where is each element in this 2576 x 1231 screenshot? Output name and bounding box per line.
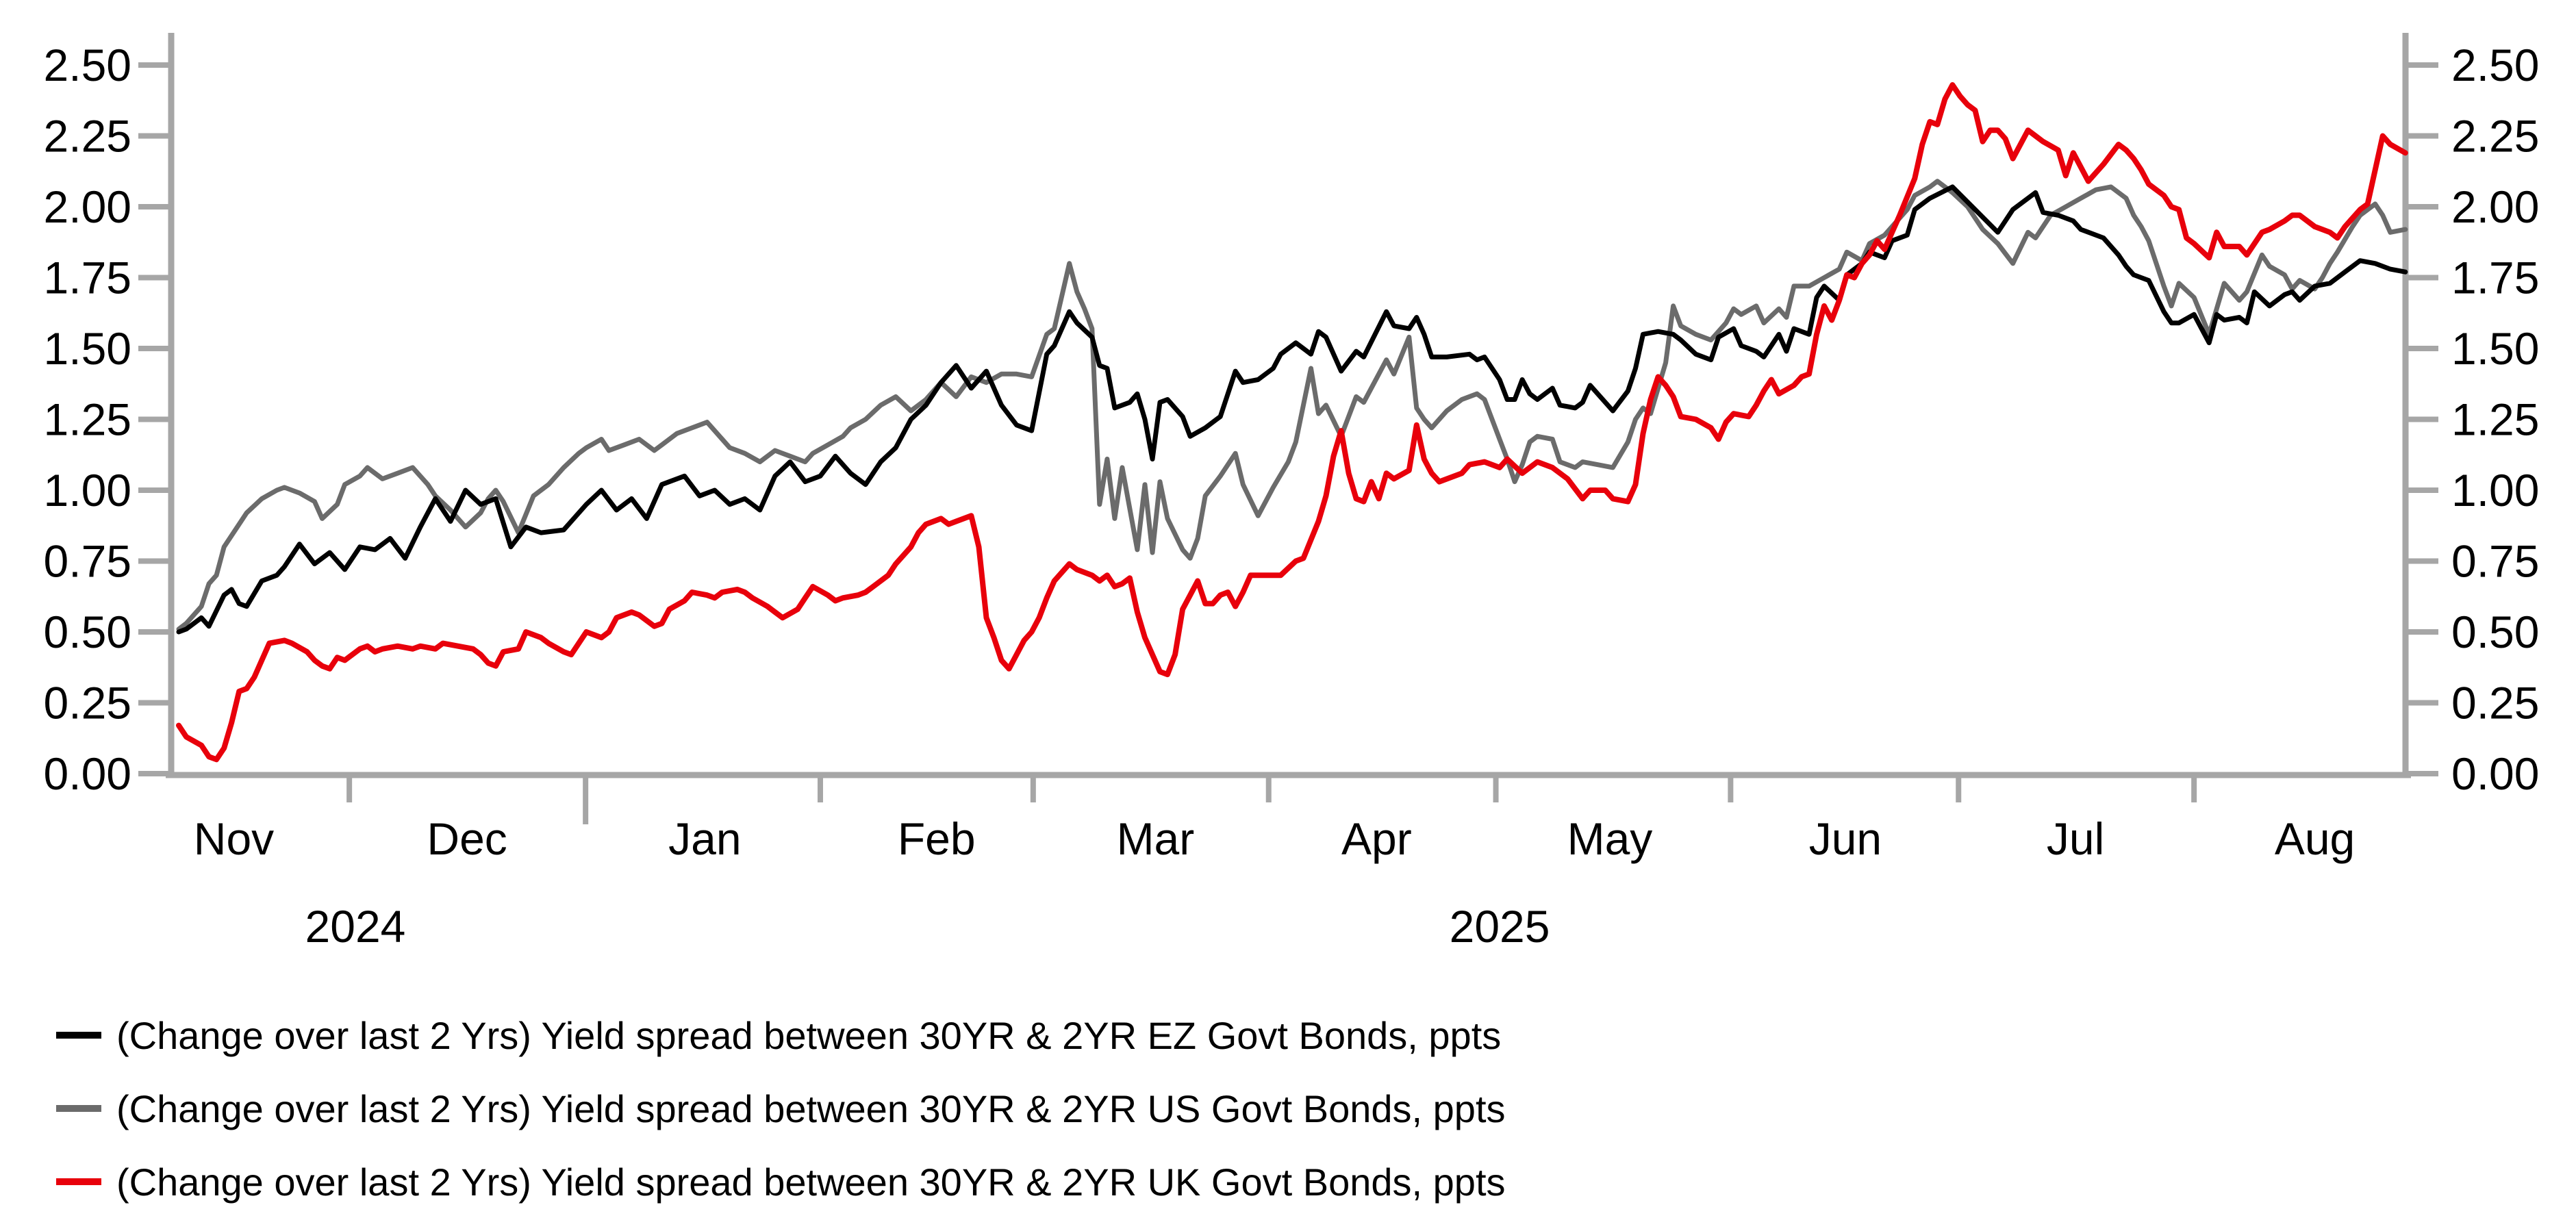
y-axis-label-left-2.25: 2.25 (44, 111, 131, 162)
legend-label-1: (Change over last 2 Yrs) Yield spread be… (116, 1087, 1506, 1130)
x-axis-label-jul: Jul (2047, 813, 2104, 864)
y-axis-label-right-1.50: 1.50 (2451, 323, 2539, 374)
y-axis-label-right-1.25: 1.25 (2451, 394, 2539, 445)
x-axis-label-apr: Apr (1341, 813, 1412, 864)
x-axis-label-dec: Dec (427, 813, 507, 864)
x-axis-year-label-2025: 2025 (1450, 901, 1550, 952)
series-line-uk-govt-bonds (176, 82, 2408, 763)
y-axis-label-left-1.75: 1.75 (44, 253, 131, 303)
x-axis-label-may: May (1567, 813, 1653, 864)
y-axis-label-right-0.75: 0.75 (2451, 536, 2539, 587)
legend-label-0: (Change over last 2 Yrs) Yield spread be… (116, 1014, 1501, 1057)
y-axis-label-right-2.25: 2.25 (2451, 111, 2539, 162)
y-axis-label-left-1.00: 1.00 (44, 465, 131, 516)
y-axis-label-right-0.25: 0.25 (2451, 678, 2539, 728)
x-axis-year-label-2024: 2024 (305, 901, 406, 952)
y-axis-label-left-2.50: 2.50 (44, 40, 131, 90)
y-axis-label-left-0.75: 0.75 (44, 536, 131, 587)
x-axis-label-mar: Mar (1117, 813, 1195, 864)
y-axis-label-right-0.00: 0.00 (2451, 748, 2539, 799)
x-axis-label-jan: Jan (668, 813, 741, 864)
y-axis-label-left-0.00: 0.00 (44, 748, 131, 799)
x-axis-label-feb: Feb (898, 813, 976, 864)
y-axis-label-left-0.25: 0.25 (44, 678, 131, 728)
y-axis-label-right-1.00: 1.00 (2451, 465, 2539, 516)
series-line-us-govt-bonds (176, 179, 2408, 632)
y-axis-label-right-2.00: 2.00 (2451, 181, 2539, 232)
x-axis-label-nov: Nov (194, 813, 274, 864)
legend-label-2: (Change over last 2 Yrs) Yield spread be… (116, 1160, 1506, 1204)
y-axis-label-right-0.50: 0.50 (2451, 607, 2539, 657)
y-axis-label-left-2.00: 2.00 (44, 181, 131, 232)
y-axis-label-left-1.25: 1.25 (44, 394, 131, 445)
y-axis-label-left-1.50: 1.50 (44, 323, 131, 374)
y-axis-label-right-1.75: 1.75 (2451, 253, 2539, 303)
x-axis-label-jun: Jun (1809, 813, 1882, 864)
y-axis-label-left-0.50: 0.50 (44, 607, 131, 657)
x-axis-label-aug: Aug (2275, 813, 2355, 864)
series-line-ez-govt-bonds (176, 184, 2408, 635)
y-axis-label-right-2.50: 2.50 (2451, 40, 2539, 90)
